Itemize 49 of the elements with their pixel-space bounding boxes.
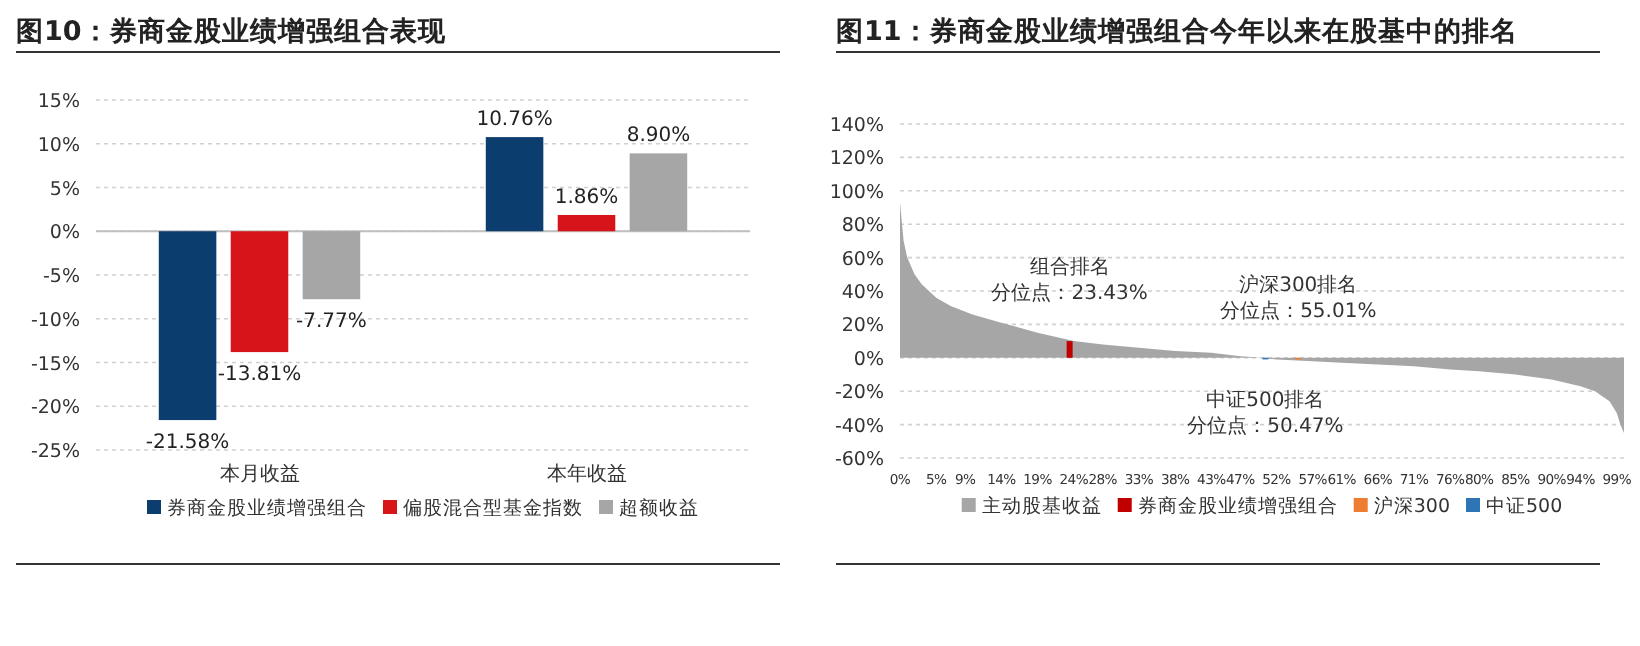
y-tick-label: 5% [49,178,80,201]
x-tick-label: 本年收益 [546,462,627,486]
bar [302,231,361,300]
legend-label: 券商金股业绩增强组合 [167,496,367,520]
y-tick-label: 0% [49,222,80,245]
y-tick-label: 100% [829,181,884,204]
legend-label: 超额收益 [619,496,699,520]
bar [158,231,217,421]
legend-label: 主动股基收益 [981,494,1102,518]
bar [230,231,289,353]
bar [557,214,616,232]
data-label: 1.86% [554,186,619,209]
y-tick-label: 0% [853,348,884,371]
annotation: 分位点：23.43% [991,281,1148,306]
y-tick-label: 60% [841,248,884,271]
annotation: 中证500排名 [1206,387,1325,412]
y-tick-label: -5% [43,266,80,288]
x-tick-label: 本月收益 [219,462,300,486]
y-tick-label: 15% [37,91,80,113]
data-label: -13.81% [217,364,302,387]
annotation: 分位点：50.47% [1187,413,1344,438]
legend-label: 券商金股业绩增强组合 [1137,494,1338,518]
annotation: 组合排名 [1029,255,1110,280]
data-label: -7.77% [296,311,367,334]
data-label: 10.76% [476,109,553,132]
legend-label: 中证500 [1486,494,1563,518]
y-tick-label: -20% [30,397,80,420]
chart-title: 图11：券商金股业绩增强组合今年以来在股基中的排名 [836,14,1518,48]
legend-label: 沪深300 [1373,494,1450,518]
annotation: 沪深300排名 [1239,273,1358,298]
y-tick-label: -40% [834,415,884,438]
y-tick-label: 140% [829,115,884,137]
data-label: -21.58% [145,432,230,455]
y-tick-label: 10% [37,134,80,157]
bar [629,153,688,232]
legend-label: 偏股混合型基金指数 [403,496,583,520]
y-tick-label: -15% [30,353,80,376]
chart-title: 图10：券商金股业绩增强组合表现 [16,14,448,48]
y-tick-label: 20% [841,315,884,338]
y-tick-label: 80% [841,215,884,238]
bar [485,137,544,232]
y-tick-label: -25% [30,441,80,463]
annotation: 分位点：55.01% [1220,299,1377,324]
y-tick-label: -10% [30,309,80,332]
y-tick-label: -60% [834,449,884,471]
y-tick-label: -20% [834,382,884,405]
y-tick-label: 40% [841,282,884,304]
data-label: 8.90% [626,125,691,148]
y-tick-label: 120% [829,148,884,171]
